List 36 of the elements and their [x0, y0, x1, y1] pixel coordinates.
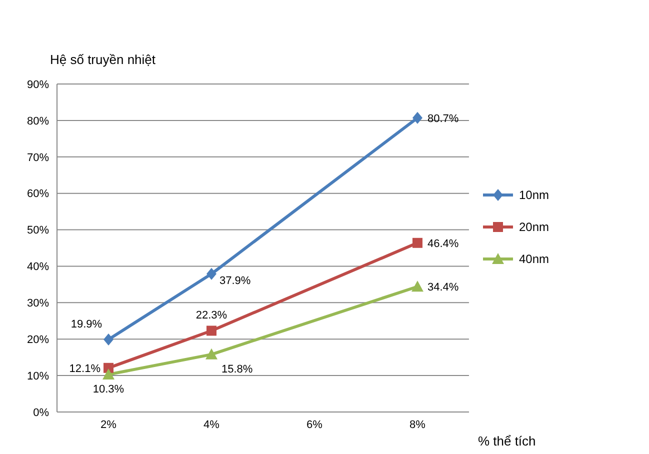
data-label: 46.4% [427, 238, 459, 250]
x-tick-label: 4% [204, 418, 220, 431]
point [206, 268, 216, 280]
data-label: 37.9% [219, 274, 251, 287]
y-tick-label: 20% [26, 334, 50, 346]
data-label: 80.7% [427, 112, 459, 125]
data-label: 19.9% [70, 318, 102, 330]
y-tick-label: 0% [33, 406, 50, 419]
y-tick-label: 80% [26, 115, 50, 128]
y-tick-label: 60% [26, 188, 50, 200]
y-tick-label: 40% [26, 261, 50, 274]
legend-label: 40nm [518, 252, 549, 266]
x-tick-label: 6% [306, 418, 323, 431]
data-label: 34.4% [427, 282, 459, 294]
y-axis-title: Hệ số truyền nhiệt [50, 52, 156, 67]
x-tick-label: 8% [410, 418, 426, 431]
point [412, 112, 422, 124]
data-label: 10.3% [92, 383, 124, 396]
y-tick-label: 50% [26, 224, 50, 237]
legend-label: 10nm [518, 188, 549, 202]
point [205, 348, 218, 360]
data-label: 15.8% [221, 363, 253, 376]
y-tick-label: 30% [26, 298, 50, 310]
y-tick-label: 90% [26, 78, 50, 91]
x-tick-label: 2% [100, 418, 117, 431]
legend-label: 20nm [518, 220, 549, 234]
x-axis-title: % thể tích [478, 434, 536, 449]
point [411, 280, 424, 292]
y-tick-label: 10% [26, 370, 50, 382]
data-label: 12.1% [69, 362, 101, 375]
point [102, 368, 114, 380]
y-tick-label: 70% [26, 152, 50, 164]
point [103, 333, 114, 346]
point [412, 238, 422, 248]
data-label: 22.3% [196, 310, 228, 322]
point [206, 326, 216, 336]
